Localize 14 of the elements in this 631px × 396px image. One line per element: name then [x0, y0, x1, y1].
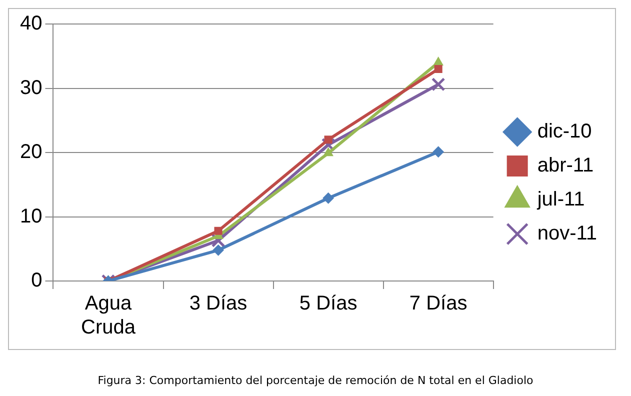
legend-label: jul-11: [536, 188, 585, 211]
x-tick-label: 7 Días: [409, 292, 468, 315]
x-tick-label: 3 Días: [189, 292, 248, 315]
legend-label: dic-10: [537, 120, 592, 143]
legend-label: abr-11: [537, 154, 594, 177]
y-tick-label: 0: [31, 270, 42, 292]
x-tick-label: 5 Días: [299, 292, 358, 315]
y-tick-label: 30: [20, 76, 42, 99]
text: Figura 3: Comportamiento del porcentaje de remoción de N total en el Gladiolo: [96, 374, 534, 387]
y-tick-label: 20: [20, 141, 42, 164]
y-tick-label: 10: [20, 205, 42, 228]
x-tick-label: Agua Cruda: [81, 292, 136, 339]
y-tick-label: 40: [20, 12, 42, 35]
legend-label: nov-11: [537, 222, 598, 245]
